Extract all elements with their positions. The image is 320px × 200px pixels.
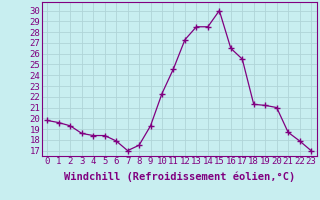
X-axis label: Windchill (Refroidissement éolien,°C): Windchill (Refroidissement éolien,°C) — [64, 172, 295, 182]
